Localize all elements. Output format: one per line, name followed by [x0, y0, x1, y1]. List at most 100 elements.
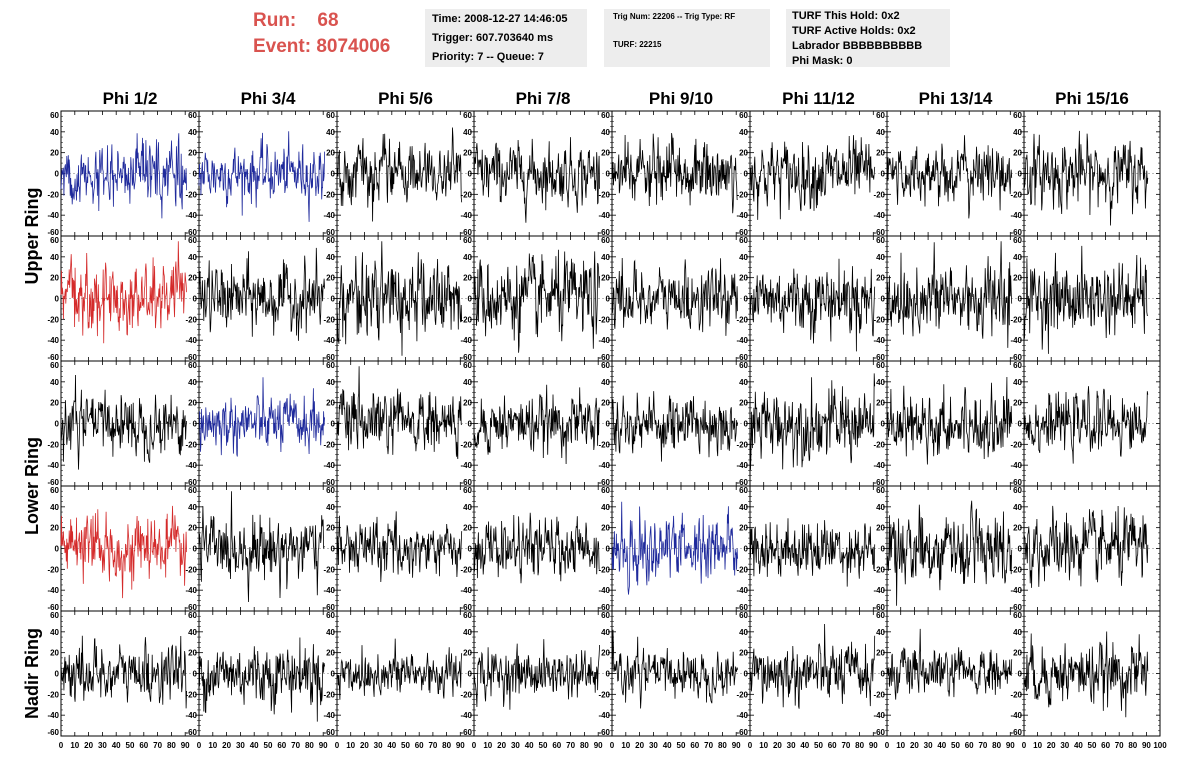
waveform-trace	[473, 249, 600, 353]
x-tick-label: 60	[690, 741, 699, 750]
x-tick-label: 90	[181, 741, 190, 750]
y-tick-label: -60	[736, 228, 748, 237]
trig-num-line: Trig Num: 22206 -- Trig Type: RF	[613, 12, 736, 21]
y-tick-label: -20	[598, 690, 610, 699]
x-tick-label: 50	[401, 741, 410, 750]
turf-hold-box: TURF This Hold: 0x2 TURF Active Holds: 0…	[786, 9, 950, 67]
waveform-trace	[473, 384, 600, 465]
waveform-trace	[749, 258, 876, 352]
y-tick-label: -60	[873, 603, 885, 612]
y-tick-label: 20	[188, 524, 197, 533]
x-tick-label: 80	[167, 741, 176, 750]
y-tick-label: 60	[463, 486, 472, 495]
y-tick-label: 20	[463, 399, 472, 408]
y-tick-label: -40	[736, 586, 748, 595]
waveform-trace	[60, 133, 187, 219]
y-tick-label: 40	[876, 253, 885, 262]
y-tick-label: 0	[1018, 170, 1023, 179]
y-tick-label: -60	[47, 353, 59, 362]
y-tick-label: -40	[47, 461, 59, 470]
waveform-trace	[336, 241, 463, 356]
y-tick-label: 20	[876, 399, 885, 408]
y-tick-label: 60	[463, 361, 472, 370]
x-tick-label: 30	[924, 741, 933, 750]
y-tick-label: -20	[736, 690, 748, 699]
y-tick-label: -20	[460, 690, 472, 699]
waveform-trace	[198, 247, 325, 341]
y-tick-label: 40	[463, 628, 472, 637]
y-tick-label: 60	[326, 361, 335, 370]
waveform-trace	[1023, 386, 1149, 464]
x-tick-label: 70	[1115, 741, 1124, 750]
y-tick-label: -40	[47, 711, 59, 720]
waveform-trace	[198, 131, 325, 222]
y-tick-label: -20	[873, 190, 885, 199]
y-tick-label: 60	[876, 611, 885, 620]
y-tick-label: 40	[463, 253, 472, 262]
y-tick-label: -20	[873, 315, 885, 324]
y-tick-label: 60	[601, 111, 610, 120]
y-tick-label: -20	[1010, 565, 1022, 574]
y-tick-label: 0	[331, 545, 336, 554]
y-tick-label: 60	[326, 611, 335, 620]
y-tick-label: 60	[739, 236, 748, 245]
run-event-header: Run: 68 Event: 8074006	[253, 8, 390, 60]
x-tick-label: 0	[610, 741, 615, 750]
y-tick-label: 0	[744, 545, 749, 554]
y-tick-label: -40	[873, 461, 885, 470]
x-tick-label: 50	[126, 741, 135, 750]
column-title: Phi 3/4	[241, 89, 296, 108]
y-tick-label: 20	[326, 524, 335, 533]
y-tick-label: -40	[323, 586, 335, 595]
turf-this-hold-line: TURF This Hold: 0x2	[792, 10, 900, 22]
y-tick-label: 0	[1018, 420, 1023, 429]
y-tick-label: 60	[326, 111, 335, 120]
y-tick-label: 0	[193, 420, 198, 429]
waveform-trace	[611, 391, 738, 462]
y-tick-label: 40	[188, 503, 197, 512]
y-tick-label: 40	[188, 628, 197, 637]
y-tick-label: -20	[1010, 315, 1022, 324]
run-value: 68	[317, 10, 339, 31]
waveform-trace	[886, 376, 1013, 465]
y-tick-label: 0	[1018, 545, 1023, 554]
y-tick-label: 20	[601, 274, 610, 283]
y-tick-label: -40	[1010, 461, 1022, 470]
y-tick-label: 40	[50, 503, 59, 512]
waveform-trace	[1023, 130, 1149, 226]
x-tick-label: 60	[828, 741, 837, 750]
x-tick-label: 50	[951, 741, 960, 750]
y-tick-label: 20	[326, 274, 335, 283]
waveform-trace	[473, 512, 600, 584]
x-tick-label: 60	[1101, 741, 1110, 750]
y-tick-label: 0	[193, 545, 198, 554]
y-tick-label: 40	[601, 378, 610, 387]
y-tick-label: 40	[188, 253, 197, 262]
y-tick-label: 0	[881, 420, 886, 429]
y-tick-label: 20	[739, 399, 748, 408]
y-tick-label: 60	[188, 361, 197, 370]
y-tick-label: 60	[50, 236, 59, 245]
y-tick-label: 20	[876, 149, 885, 158]
x-tick-label: 30	[98, 741, 107, 750]
y-tick-label: -40	[598, 336, 610, 345]
ring-label: Nadir Ring	[22, 628, 42, 719]
y-tick-label: 40	[326, 628, 335, 637]
y-tick-label: -20	[185, 440, 197, 449]
waveform-trace	[611, 133, 738, 214]
y-tick-label: 40	[326, 378, 335, 387]
y-tick-label: 20	[739, 524, 748, 533]
x-tick-label: 30	[236, 741, 245, 750]
y-tick-label: 20	[188, 274, 197, 283]
waveform-trace	[886, 135, 1013, 219]
waveform-trace	[60, 505, 187, 599]
y-tick-label: 0	[331, 420, 336, 429]
y-tick-label: 60	[876, 361, 885, 370]
y-tick-label: -40	[598, 211, 610, 220]
y-tick-label: -60	[323, 728, 335, 737]
y-tick-label: 20	[50, 149, 59, 158]
y-tick-label: 60	[1013, 486, 1022, 495]
event-label: Event:	[253, 36, 312, 57]
x-tick-label: 70	[291, 741, 300, 750]
